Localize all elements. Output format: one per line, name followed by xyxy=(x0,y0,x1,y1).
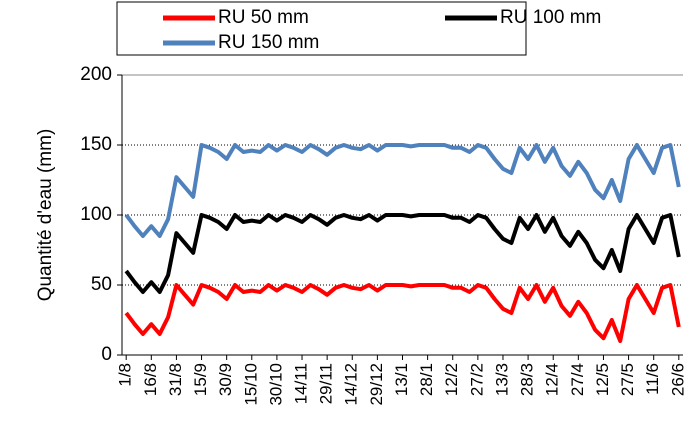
x-tick-label: 16/8 xyxy=(141,363,160,396)
series-line xyxy=(124,143,681,238)
x-tick-label: 27/5 xyxy=(618,363,637,396)
y-tick-label: 150 xyxy=(80,134,112,155)
series-line xyxy=(124,213,681,294)
y-tick-label: 200 xyxy=(80,64,112,85)
x-tick-label: 27/4 xyxy=(568,363,587,396)
series-line xyxy=(124,283,681,343)
legend-label: RU 50 mm xyxy=(218,7,309,28)
x-tick-label: 1/8 xyxy=(116,363,135,387)
x-tick-label: 28/3 xyxy=(518,363,537,396)
y-axis-title: Quantité d'eau (mm) xyxy=(35,129,56,302)
legend-label: RU 150 mm xyxy=(218,32,319,53)
x-tick-label: 26/6 xyxy=(668,363,687,396)
legend-box xyxy=(116,1,527,56)
x-tick-label: 13/3 xyxy=(492,363,511,396)
legend-label: RU 100 mm xyxy=(500,7,601,28)
y-tick-label: 100 xyxy=(80,204,112,225)
x-tick-label: 12/4 xyxy=(543,363,562,396)
x-tick-label: 15/10 xyxy=(241,363,260,406)
x-tick-label: 30/9 xyxy=(216,363,235,396)
x-tick-label: 29/12 xyxy=(367,363,386,406)
x-tick-label: 12/2 xyxy=(442,363,461,396)
x-tick-label: 12/5 xyxy=(593,363,612,396)
x-tick-label: 14/11 xyxy=(292,363,311,404)
x-tick-label: 15/9 xyxy=(191,363,210,396)
y-tick-label: 0 xyxy=(101,344,112,365)
x-tick-label: 27/2 xyxy=(467,363,486,396)
y-tick-label: 50 xyxy=(91,274,112,295)
x-tick-label: 29/11 xyxy=(317,363,336,404)
x-tick-label: 14/12 xyxy=(342,363,361,406)
x-tick-label: 28/1 xyxy=(417,363,436,396)
x-tick-label: 13/1 xyxy=(392,363,411,396)
x-tick-label: 30/10 xyxy=(266,363,285,406)
x-tick-label: 31/8 xyxy=(166,363,185,396)
x-tick-label: 11/6 xyxy=(643,363,662,395)
